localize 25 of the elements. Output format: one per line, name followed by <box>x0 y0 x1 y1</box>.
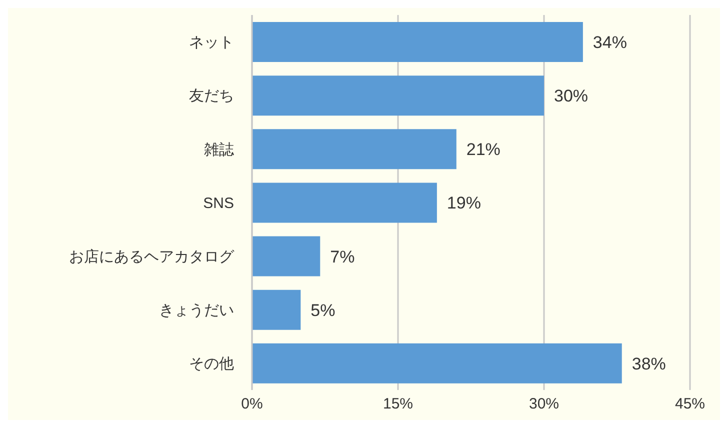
data-label: 19% <box>446 194 481 213</box>
bar <box>252 22 583 62</box>
x-tick-label: 15% <box>382 396 414 413</box>
y-tick-label: ネット <box>189 34 234 52</box>
y-tick-label: お店にあるヘアカタログ <box>69 248 235 266</box>
data-label: 21% <box>466 140 500 160</box>
data-label: 34% <box>592 33 627 52</box>
y-tick-label: 雑誌 <box>204 141 234 158</box>
bar <box>252 236 320 276</box>
data-label: 38% <box>632 354 666 374</box>
y-tick-label: きょうだい <box>159 302 234 319</box>
y-tick-label: SNS <box>203 194 234 212</box>
x-tick-label: 45% <box>674 396 706 413</box>
data-label: 30% <box>554 86 588 106</box>
data-label: 7% <box>330 247 355 266</box>
bar <box>252 129 456 170</box>
y-tick-label: 友だち <box>189 88 234 105</box>
y-tick-label: その他 <box>189 356 234 373</box>
data-label: 5% <box>310 300 336 320</box>
x-tick-label: 0% <box>241 396 263 413</box>
bar <box>252 76 544 116</box>
bar <box>252 343 622 384</box>
bar <box>252 290 301 330</box>
bar <box>252 182 437 223</box>
x-tick-label: 30% <box>528 396 560 413</box>
